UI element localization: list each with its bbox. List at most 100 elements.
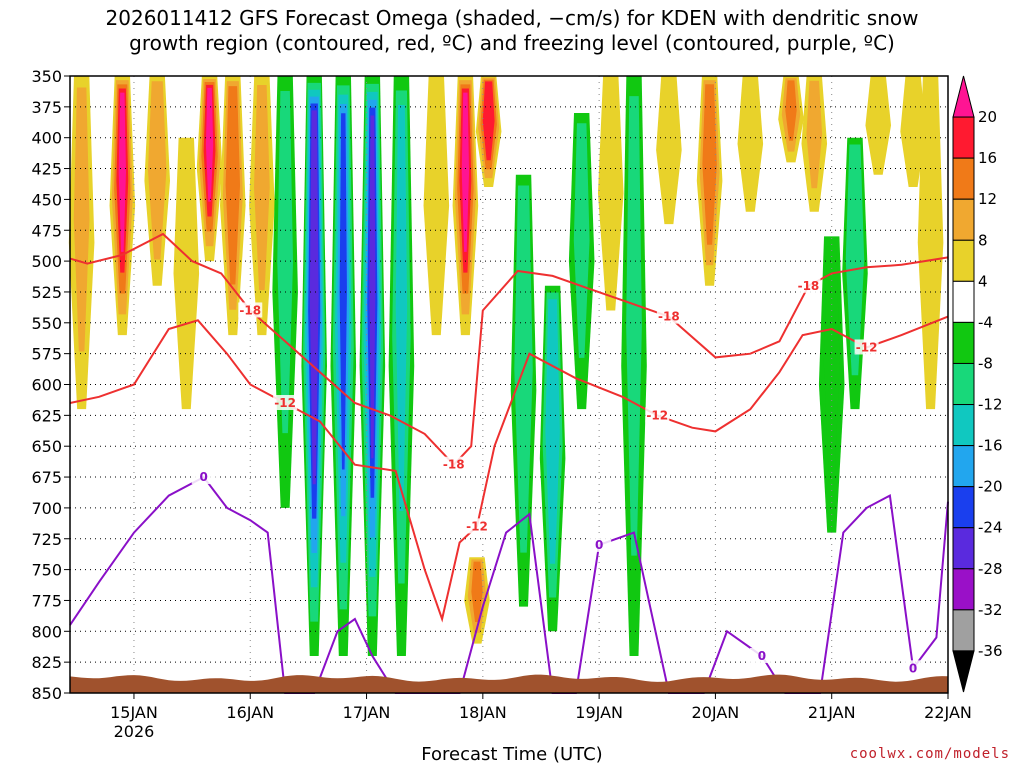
y-tick-label-725: 725: [31, 530, 62, 549]
contour-label-bg-dgz-lower-3: [854, 339, 879, 355]
y-tick-label-350: 350: [31, 67, 62, 86]
x-tick-sublabel-year: 2026: [114, 722, 155, 741]
colorbar-label-7: -12: [978, 396, 1003, 414]
omega-band-27-level-2: [849, 151, 861, 342]
y-tick-label-650: 650: [31, 437, 62, 456]
contour-label-freezing-level-1: 0: [595, 538, 603, 552]
contour-label-bg-dgz-upper-1: [441, 456, 466, 472]
colorbar-label-13: -36: [978, 642, 1003, 660]
y-tick-label-575: 575: [31, 345, 62, 364]
colorbar-label-9: -20: [978, 478, 1003, 496]
omega-band-20-level-1: [626, 96, 642, 556]
x-tick-label-16JAN: 16JAN: [226, 703, 274, 722]
x-tick-label-19JAN: 19JAN: [575, 703, 623, 722]
y-tick-label-750: 750: [31, 561, 62, 580]
contour-label-dgz-lower-0: -12: [274, 396, 296, 410]
colorbar-swatch-8: [952, 404, 975, 447]
contour-label-dgz-lower-3: -12: [856, 340, 878, 354]
contour-label-bg-dgz-lower-1: [465, 518, 490, 534]
y-tick-label-550: 550: [31, 314, 62, 333]
omega-band-4-level-4: [205, 87, 214, 202]
omega-band-26-level-1: [823, 246, 840, 482]
y-tick-label-525: 525: [31, 283, 62, 302]
colorbar-label-2: 12: [978, 190, 997, 208]
contour-label-bg-freezing-level-0: [191, 469, 216, 485]
colorbar-swatch-5: [952, 280, 975, 323]
contour-label-bg-dgz-upper-3: [796, 277, 821, 293]
y-tick-label-475: 475: [31, 221, 62, 240]
omega-band-0-level-1: [73, 87, 90, 352]
omega-band-25-level-1: [806, 80, 823, 189]
x-tick-label-17JAN: 17JAN: [343, 703, 391, 722]
terrain-strip: [70, 674, 948, 693]
colorbar-label-1: 16: [978, 149, 997, 167]
title-line-1: 2026011412 GFS Forecast Omega (shaded, −…: [105, 6, 919, 30]
omega-band-19-level-1: [602, 84, 619, 270]
contour-label-bg-dgz-upper-0: [238, 302, 263, 318]
colorbar-label-11: -28: [978, 560, 1003, 578]
colorbar-swatch-6: [952, 321, 975, 364]
colorbar-swatch-9: [952, 445, 975, 488]
contour-label-freezing-level-3: 0: [909, 661, 917, 675]
omega-band-5-level-3: [228, 91, 238, 260]
omega-band-15-level-4: [484, 83, 493, 152]
omega-band-17-level-3: [548, 306, 558, 530]
x-tick-label-20JAN: 20JAN: [692, 703, 740, 722]
site-credit: coolwx.com/models: [849, 746, 1010, 762]
title-line-2: growth region (contoured, red, ºC) and f…: [129, 31, 895, 55]
omega-band-14-level-2: [471, 561, 483, 623]
omega-band-21-level-1: [661, 81, 677, 199]
colorbar-swatch-4: [952, 239, 975, 282]
y-tick-label-425: 425: [31, 160, 62, 179]
colorbar-swatch-1: [952, 116, 975, 159]
contour-label-bg-dgz-upper-2: [656, 308, 681, 324]
x-tick-label-21JAN: 21JAN: [808, 703, 856, 722]
contour-label-bg-freezing-level-1: [587, 536, 612, 552]
omega-band-18-level-1: [573, 123, 590, 358]
omega-band-28-level-1: [870, 79, 887, 158]
colorbar-label-3: 8: [978, 231, 988, 249]
y-tick-label-625: 625: [31, 406, 62, 425]
x-axis-label: Forecast Time (UTC): [421, 744, 603, 765]
omega-band-10-level-5: [369, 115, 376, 459]
y-tick-label-500: 500: [31, 252, 62, 271]
contour-label-bg-freezing-level-3: [901, 660, 926, 676]
y-tick-label-675: 675: [31, 468, 62, 487]
colorbar-swatch-12: [952, 568, 975, 611]
y-tick-label-450: 450: [31, 190, 62, 209]
contour-label-bg-dgz-lower-2: [645, 407, 670, 423]
colorbar-swatch-2: [952, 157, 975, 200]
y-tick-label-400: 400: [31, 129, 62, 148]
contour-label-freezing-level-0: 0: [200, 470, 208, 484]
colorbar-swatch-7: [952, 362, 975, 406]
x-tick-label-22JAN: 22JAN: [924, 703, 972, 722]
contour-label-dgz-upper-3: -18: [798, 279, 820, 293]
omega-band-1-level-4: [118, 92, 126, 252]
contour-label-dgz-upper-0: -18: [239, 303, 261, 317]
colorbar-swatch-11: [952, 527, 975, 570]
colorbar-label-4: 4: [978, 272, 988, 290]
y-tick-label-850: 850: [31, 684, 62, 703]
colorbar-label-12: -32: [978, 601, 1003, 619]
y-tick-label-700: 700: [31, 499, 62, 518]
colorbar-label-5: -4: [978, 313, 993, 331]
x-tick-label-15JAN: 15JAN: [110, 703, 158, 722]
omega-band-6-level-1: [254, 84, 270, 291]
contour-label-dgz-upper-2: -18: [658, 310, 680, 324]
colorbar-label-0: 20: [978, 108, 997, 126]
y-tick-label-375: 375: [31, 98, 62, 117]
omega-band-9-level-4: [339, 113, 347, 470]
contour-label-bg-dgz-lower-0: [273, 395, 298, 411]
contour-label-dgz-lower-2: -12: [646, 408, 668, 422]
omega-band-30-level-1: [922, 87, 939, 352]
contour-label-dgz-lower-1: -12: [466, 519, 488, 533]
contour-label-bg-freezing-level-2: [749, 647, 774, 663]
colorbar-swatch-14: [952, 650, 975, 693]
colorbar-label-8: -16: [978, 437, 1003, 455]
omega-band-2-level-2: [151, 86, 163, 234]
y-tick-label-825: 825: [31, 653, 62, 672]
omega-band-12-level-1: [428, 84, 445, 291]
omega-band-24-level-2: [785, 80, 797, 141]
contour-label-freezing-level-2: 0: [758, 649, 766, 663]
x-tick-label-18JAN: 18JAN: [459, 703, 507, 722]
